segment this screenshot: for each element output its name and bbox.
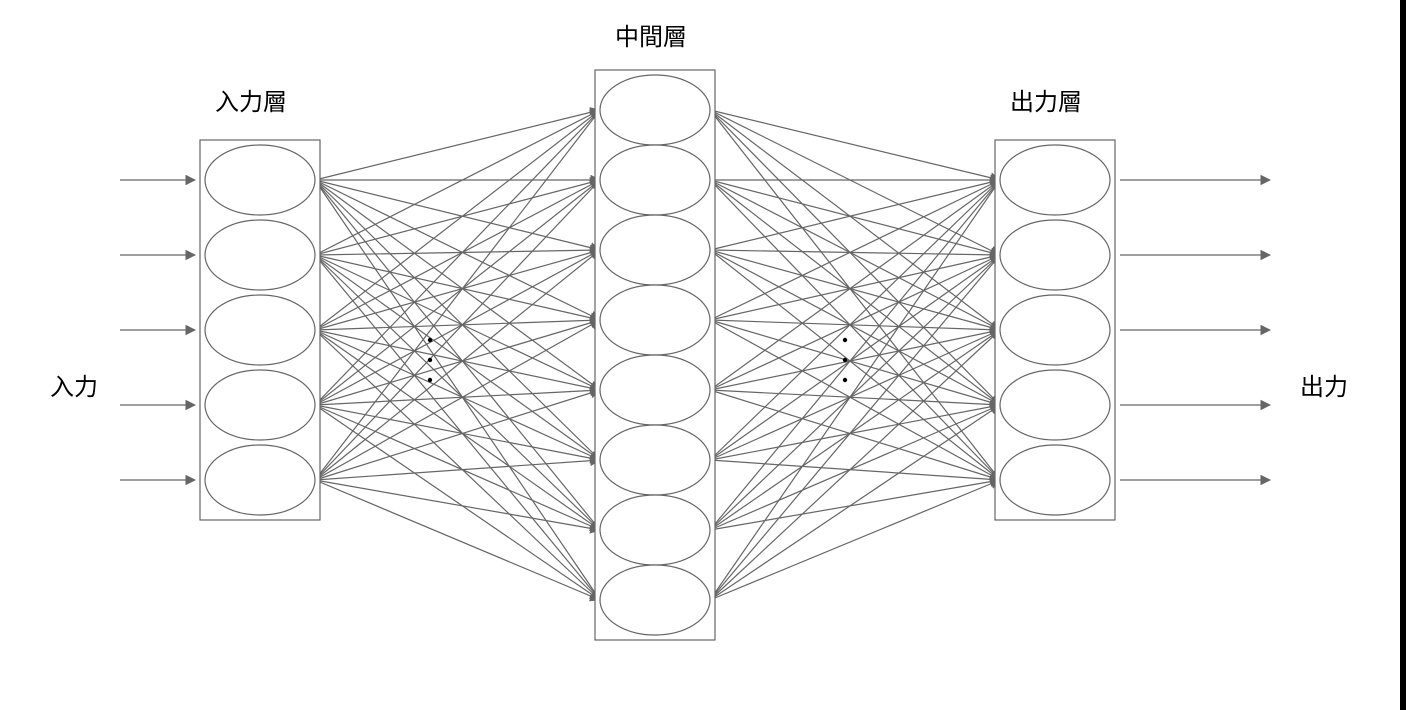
- label-output: 出力: [1300, 374, 1348, 401]
- input-layer-neuron: [205, 295, 315, 365]
- ellipsis-dot: [428, 358, 432, 362]
- hidden-layer-neuron: [600, 285, 710, 355]
- output-layer-neuron: [1000, 295, 1110, 365]
- input-layer-neuron: [205, 145, 315, 215]
- ellipsis-dot: [843, 358, 847, 362]
- output-layer-neuron: [1000, 445, 1110, 515]
- neural-network-diagram: 入力 入力層 中間層出力層出力: [0, 0, 1407, 710]
- hidden-layer-neuron: [600, 495, 710, 565]
- right-edge-bar: [1400, 0, 1406, 710]
- ellipsis-dot: [428, 378, 432, 382]
- hidden-layer-neuron: [600, 355, 710, 425]
- hidden-layer-neuron: [600, 145, 710, 215]
- input-layer-neuron: [205, 445, 315, 515]
- ellipsis-dot: [843, 338, 847, 342]
- input-layer-neuron: [205, 370, 315, 440]
- label-input-layer: 入力層: [215, 89, 287, 116]
- hidden-layer-neuron: [600, 75, 710, 145]
- ellipsis-dot: [428, 338, 432, 342]
- output-layer-neuron: [1000, 145, 1110, 215]
- label-input: 入力: [50, 374, 98, 401]
- ellipsis-dot: [843, 378, 847, 382]
- label-hidden-layer: 中間層: [615, 24, 687, 51]
- hidden-layer-neuron: [600, 215, 710, 285]
- hidden-layer-neuron: [600, 425, 710, 495]
- output-layer-neuron: [1000, 370, 1110, 440]
- hidden-layer-neuron: [600, 565, 710, 635]
- output-layer-neuron: [1000, 220, 1110, 290]
- label-output-layer: 出力層: [1010, 89, 1082, 116]
- input-layer-neuron: [205, 220, 315, 290]
